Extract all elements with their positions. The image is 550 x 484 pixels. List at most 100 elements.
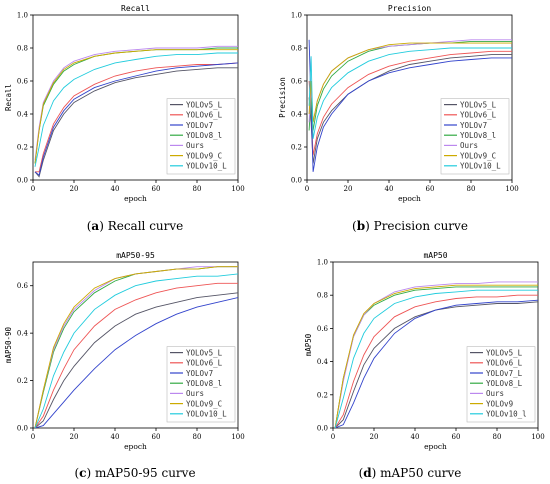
chart-panel-2: 0 20 40 60 80 100 0.0 0.2 0.4 0.6 0.8 1.0 Precision e…	[278, 4, 519, 203]
x-tick-label: 100	[231, 185, 244, 193]
legend: YOLOv5_LYOLOv6_LYOLOv7_LYOLOv8_LOursYOLO…	[466, 346, 536, 423]
series-line-yolov9_c	[34, 49, 238, 164]
legend: YOLOv5_L YOLOv6_LYOLOv7YOLOv8_lOursYOLOv9…	[166, 98, 236, 175]
caption-b: (b) Precision curve	[352, 219, 468, 233]
y-axis-label: Precision	[278, 77, 287, 118]
legend-box	[440, 98, 510, 175]
series-line-yolov7	[34, 62, 238, 176]
series-line-ours	[34, 45, 238, 161]
legend-label: YOLOv10_L	[460, 162, 501, 171]
legend-box	[466, 346, 536, 423]
series-line-yolov9_c	[34, 266, 238, 428]
y-tick-label: 0.0	[317, 425, 328, 433]
y-tick-label: 0.2	[17, 377, 28, 385]
legend-label: YOLOv8_L	[486, 379, 523, 388]
legend: YOLOv5_L YOLOv6_LYOLOv7YOLOv8_lOursYOLOv9…	[166, 346, 236, 423]
y-axis-label: mAP50	[304, 333, 313, 356]
x-tick-label: 20	[70, 185, 79, 193]
plot-frame	[32, 14, 239, 181]
y-tick-label: 0.6	[317, 325, 329, 333]
caption-a: (a) Recall curve	[86, 219, 184, 233]
x-tick-label: 80	[493, 433, 502, 441]
series-line-yolov6_l	[334, 294, 538, 428]
legend-label: YOLOv6_L	[460, 111, 497, 120]
legend-box	[166, 346, 236, 423]
caption-b-letter: b	[356, 219, 366, 233]
legend-label: YOLOv9	[486, 399, 513, 408]
legend-label: YOLOv7	[186, 369, 213, 378]
caption-a-text: Recall curve	[107, 219, 184, 233]
y-axis-label: mAP50-90	[4, 326, 13, 363]
caption-d-text: mAP50 curve	[380, 466, 462, 480]
plot-frame	[32, 261, 239, 429]
x-tick-label: 60	[152, 185, 161, 193]
y-tick-label: 0.6	[291, 78, 303, 86]
series-line-yolov7	[308, 39, 512, 172]
x-tick-label: 0	[31, 185, 35, 193]
y-tick-label: 0.4	[17, 330, 29, 338]
legend-label: YOLOv9_C	[186, 151, 222, 160]
x-tick-label: 0	[305, 185, 309, 193]
legend-label: YOLOv9_C	[460, 151, 496, 160]
legend-label: YOLOv10_l	[486, 410, 527, 419]
x-axis-label: epoch	[124, 442, 147, 451]
series-line-yolov5_l	[34, 67, 238, 178]
series-line-yolov10_l	[34, 52, 238, 167]
legend: YOLOv5_L YOLOv6_LYOLOv7YOLOv8_lOursYOLOv9…	[440, 98, 510, 175]
y-tick-label: 0.0	[291, 177, 302, 185]
x-tick-label: 80	[193, 433, 202, 441]
x-tick-label: 60	[452, 433, 461, 441]
legend-label: YOLOv5_L	[186, 348, 223, 357]
series-line-yolov6_l	[35, 62, 238, 173]
series-line-yolov6_l	[308, 50, 512, 156]
legend-label: Ours	[186, 141, 204, 150]
x-tick-label: 40	[111, 185, 120, 193]
legend-label: YOLOv8_l	[186, 131, 222, 140]
y-tick-label: 0.2	[291, 144, 302, 152]
chart-title: mAP50-95	[116, 251, 155, 260]
y-tick-label: 0.8	[291, 45, 302, 53]
series-line-yolov7	[34, 297, 238, 428]
x-tick-label: 80	[467, 185, 476, 193]
series-line-yolov5_l	[34, 292, 238, 428]
chart-title: Recall	[121, 4, 150, 13]
legend-label: YOLOv7	[186, 121, 213, 130]
legend-label: YOLOv6_L	[186, 111, 223, 120]
chart-panel-4: 0 20 40 60 80 100 0.0 0.2 0.4 0.6 0.8 1.0 mAP50 epoch…	[304, 251, 545, 451]
series-line-yolov5_l	[334, 301, 538, 428]
legend-label: YOLOv7_L	[486, 369, 523, 378]
legend-label: Ours	[186, 389, 204, 398]
legend-label: YOLOv10_L	[186, 162, 227, 171]
y-tick-label: 0.6	[17, 282, 29, 290]
legend-label: Ours	[460, 141, 478, 150]
x-tick-label: 40	[411, 433, 420, 441]
legend-label: YOLOv9_C	[186, 399, 222, 408]
y-tick-label: 0.4	[291, 111, 303, 119]
legend-label: YOLOv5_L	[486, 348, 523, 357]
legend-label: YOLOv8_l	[186, 379, 222, 388]
caption-c-letter: c	[79, 466, 87, 480]
x-tick-label: 100	[505, 185, 518, 193]
x-tick-label: 40	[385, 185, 394, 193]
x-tick-label: 40	[111, 433, 120, 441]
series-line-yolov7_l	[334, 299, 538, 428]
legend-label: YOLOv8_l	[460, 131, 496, 140]
x-tick-label: 20	[344, 185, 353, 193]
legend-box	[166, 98, 236, 175]
plot-frame	[306, 14, 513, 181]
y-tick-label: 0.0	[17, 177, 28, 185]
y-tick-label: 0.4	[317, 358, 329, 366]
legend-label: YOLOv7	[460, 121, 487, 130]
x-tick-label: 60	[426, 185, 435, 193]
y-tick-label: 0.8	[317, 292, 328, 300]
legend-label: YOLOv6_L	[486, 359, 523, 368]
legend-label: YOLOv5_L	[186, 100, 223, 109]
x-tick-label: 0	[31, 433, 35, 441]
caption-c-text: mAP50-95 curve	[94, 466, 196, 480]
x-axis-label: epoch	[398, 194, 421, 203]
x-tick-label: 80	[193, 185, 202, 193]
y-tick-label: 0.2	[17, 144, 28, 152]
y-axis-label: Recall	[4, 84, 13, 111]
y-tick-label: 0.6	[17, 78, 29, 86]
series-line-yolov6_l	[34, 282, 238, 428]
